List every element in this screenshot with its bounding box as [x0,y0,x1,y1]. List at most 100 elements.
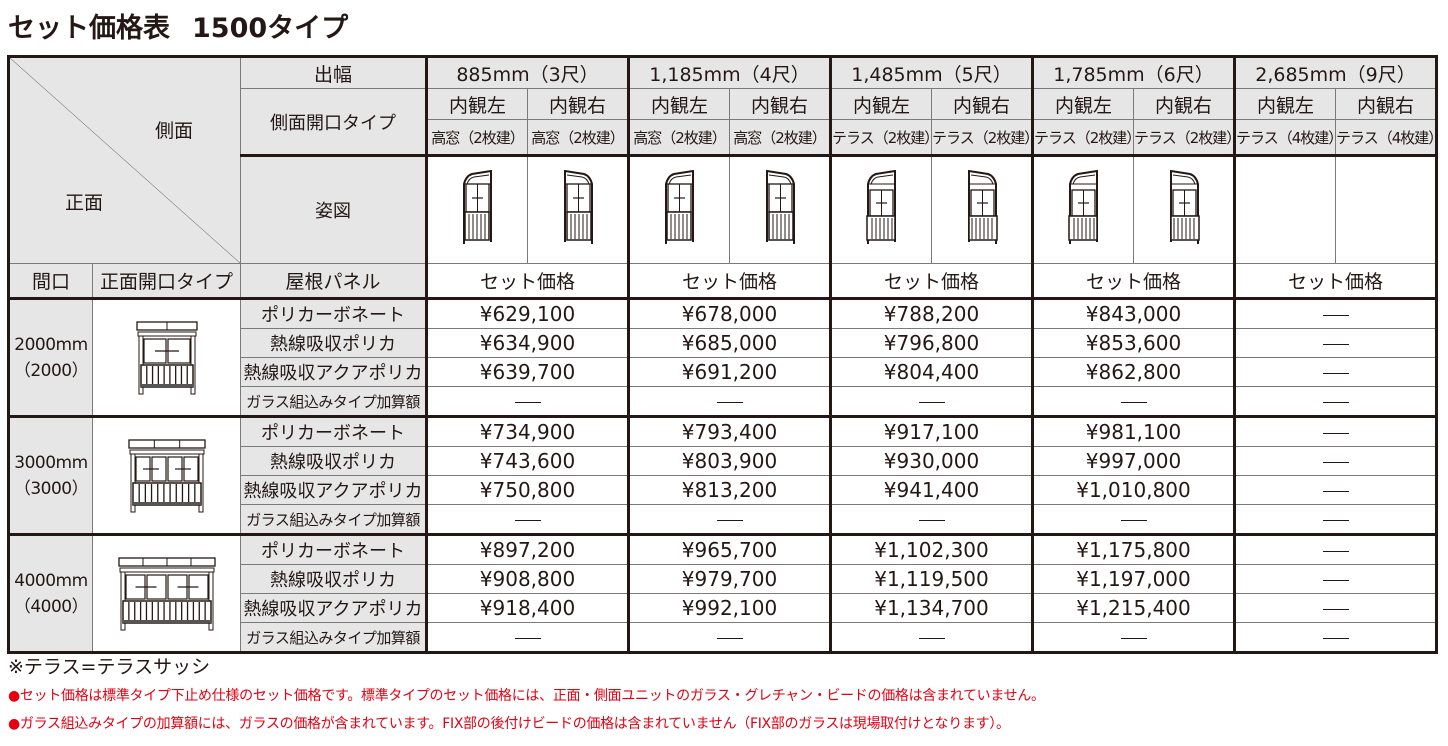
view-header: 内観左 [627,88,730,120]
price-cell: ¥862,800 [1031,357,1235,387]
depth-header: 2,685mm（9尺） [1233,55,1438,89]
price-cell [1031,386,1235,417]
price-row: 熱線吸収ポリカ ¥743,600 ¥803,900 ¥930,000 ¥997,000 [9,446,1438,476]
depth-header: 885mm（3尺） [425,55,629,89]
not-available-dash [1322,433,1349,434]
opening-type-header: 高窓（2枚建） [729,119,831,157]
side-elevation-icon [834,157,931,263]
side-elevation-icon [933,157,1032,263]
maguchi-header: 間口 [7,263,93,299]
corner-front-label: 正面 [65,192,104,214]
price-cell: ¥793,400 [627,415,831,447]
note-red-1: ●セット価格は標準タイプ下止め仕様のセット価格です。標準タイプのセット価格には、… [8,688,1045,704]
opening-type-header: 高窓（2枚建） [425,119,528,157]
price-cell: ¥1,197,000 [1031,564,1235,594]
side-elevation-icon [731,157,830,263]
not-available-dash [1322,609,1349,610]
roof-panel-label: 熱線吸収アクアポリカ [240,475,427,505]
side-elevation-icon [529,157,628,263]
corner-side-label: 側面 [155,120,194,142]
price-cell: ¥930,000 [829,446,1033,476]
maguchi-value: 3000mm [14,452,88,473]
price-cell: ¥743,600 [425,446,629,476]
view-header: 内観左 [1031,88,1134,120]
opening-type-header: 高窓（2枚建） [627,119,730,157]
price-cell [425,386,629,417]
depth-header: 1,185mm（4尺） [627,55,831,89]
front-figure-cell [92,297,241,417]
not-available-dash [1120,402,1147,403]
price-cell: ¥918,400 [425,593,629,623]
header-row-figure: 姿図 [9,154,1438,264]
side-type-row-label: 側面開口タイプ [240,88,427,156]
price-cell [1233,328,1438,358]
front-figure-cell [92,415,241,535]
price-cell [627,504,831,535]
opening-type-header: テラス（2枚建） [829,119,932,157]
price-row: 4000mm （4000） ポリカーボネート ¥897,200 ¥965,700 ¥1,1… [7,533,1438,654]
view-header: 内観右 [527,88,629,120]
side-elevation-icon [1036,157,1133,263]
price-cell: ¥685,000 [627,328,831,358]
side-figure-cell [829,155,932,264]
opening-type-header: テラス（2枚建） [931,119,1033,157]
price-cell: ¥897,200 [425,533,629,565]
front-figure-cell [92,533,241,654]
maguchi-cell: 3000mm （3000） [7,415,93,535]
note-red-2: ●ガラス組込みタイプの加算額には、ガラスの価格が含まれています。FIX部の後付け… [8,716,1010,732]
price-cell [425,622,629,654]
view-header: 内観右 [931,88,1033,120]
opening-type-header: 高窓（2枚建） [527,119,629,157]
not-available-dash [1322,520,1349,521]
price-cell [1233,357,1438,387]
front-elevation-icon [94,556,240,632]
opening-type-header: テラス（2枚建） [1031,119,1134,157]
page-title: セット価格表 1500タイプ [8,6,348,45]
price-row: ガラス組込みタイプ加算額 [9,504,1438,535]
header-row-opening-type: 高窓（2枚建） 高窓（2枚建） 高窓（2枚建） 高窓（2枚建） テラス（2枚建） テラス（… [9,119,1438,157]
set-price-header: セット価格 [1031,263,1235,299]
side-figure-cell [1233,155,1336,264]
roof-panel-label: ポリカーボネート [240,533,427,565]
price-cell: ¥1,102,300 [829,533,1033,565]
price-cell [1233,533,1438,565]
side-figure-cell [1133,155,1235,264]
not-available-dash [1322,638,1349,639]
price-cell [1233,564,1438,594]
not-available-dash [716,520,743,521]
side-elevation-icon [1238,157,1335,263]
price-cell: ¥1,175,800 [1031,533,1235,565]
set-price-header: セット価格 [1233,263,1438,299]
view-header: 内観左 [829,88,932,120]
price-cell [627,622,831,654]
not-available-dash [1322,462,1349,463]
roof-panel-header: 屋根パネル [240,263,427,299]
maguchi-cell: 2000mm （2000） [7,297,93,417]
header-row-depth: 側面 正面 出幅 885mm（3尺） 1,185mm（4尺） 1,485mm（5尺） 1,7… [7,55,1438,264]
roof-panel-label: 熱線吸収アクアポリカ [240,593,427,623]
header-row-columns: 間口 正面開口タイプ 屋根パネル セット価格 セット価格 セット価格 セット価格 セット価格 [7,263,1438,299]
price-cell [1031,622,1235,654]
set-price-header: セット価格 [627,263,831,299]
price-row: 熱線吸収ポリカ ¥908,800 ¥979,700 ¥1,119,500 ¥1,197,… [9,564,1438,594]
side-figure-cell [527,155,629,264]
not-available-dash [1322,491,1349,492]
price-cell [1233,446,1438,476]
price-cell [1233,593,1438,623]
price-cell: ¥639,700 [425,357,629,387]
price-cell: ¥803,900 [627,446,831,476]
price-cell: ¥979,700 [627,564,831,594]
not-available-dash [514,520,541,521]
side-elevation-icon [430,157,527,263]
maguchi-sub: （4000） [13,596,89,617]
note-terrace: ※テラス=テラスサッシ [8,656,211,678]
front-elevation-icon [94,320,240,396]
price-cell: ¥804,400 [829,357,1033,387]
not-available-dash [716,402,743,403]
price-cell: ¥691,200 [627,357,831,387]
price-cell: ¥981,100 [1031,415,1235,447]
price-cell: ¥796,800 [829,328,1033,358]
not-available-dash [1322,344,1349,345]
price-row: 熱線吸収アクアポリカ ¥918,400 ¥992,100 ¥1,134,700 ¥1,2… [9,593,1438,623]
price-cell [1233,415,1438,447]
